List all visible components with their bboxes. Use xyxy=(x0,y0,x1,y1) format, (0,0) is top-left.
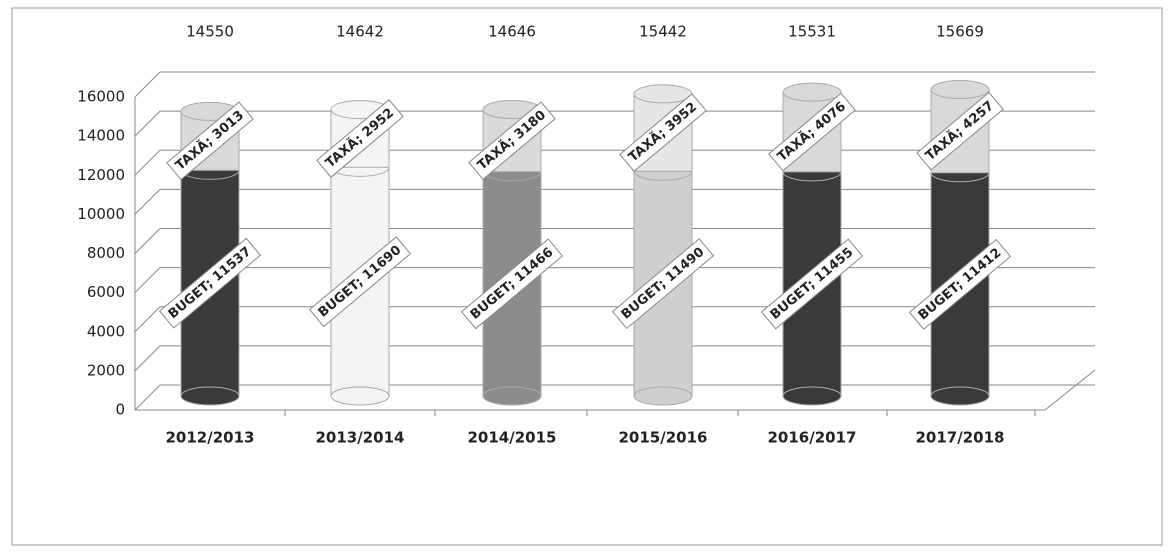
bar-base xyxy=(330,386,390,406)
y-tick-label: 14000 xyxy=(77,127,125,145)
y-tick-label: 10000 xyxy=(77,205,125,223)
data-label-box xyxy=(468,101,556,180)
data-label-box xyxy=(611,238,715,330)
total-label: 14550 xyxy=(186,23,234,41)
y-tick-label: 8000 xyxy=(87,244,125,262)
grid-line xyxy=(134,306,161,333)
total-label: 14642 xyxy=(336,23,384,41)
grid-line xyxy=(134,189,161,215)
bar-base xyxy=(930,386,990,406)
data-label-box xyxy=(619,93,707,172)
grid-line xyxy=(134,267,161,293)
data-label-box xyxy=(316,99,404,178)
bar-cap xyxy=(782,82,842,102)
bar-cap xyxy=(930,79,990,99)
x-tick-label: 2016/2017 xyxy=(768,429,857,447)
data-label-box xyxy=(158,237,262,329)
bar-cap xyxy=(633,84,693,104)
grid-line xyxy=(134,228,161,254)
x-tick-label: 2012/2013 xyxy=(166,429,255,447)
x-tick-label: 2015/2016 xyxy=(619,429,708,447)
y-tick-label: 16000 xyxy=(77,88,125,106)
data-label-box xyxy=(166,101,254,181)
bar-base xyxy=(633,386,693,406)
total-label: 15531 xyxy=(788,23,836,41)
y-tick-label: 2000 xyxy=(87,361,125,379)
x-tick-label: 2013/2014 xyxy=(316,429,405,447)
grid-line xyxy=(134,110,161,137)
floor-edge xyxy=(1044,369,1096,411)
data-label-box xyxy=(760,238,864,330)
x-tick-label: 2017/2018 xyxy=(916,429,1005,447)
grid-line xyxy=(134,149,161,176)
total-label: 15669 xyxy=(936,23,984,41)
total-label: 14646 xyxy=(488,23,536,41)
total-label: 15442 xyxy=(639,23,687,41)
data-label-box xyxy=(768,92,856,172)
x-tick-label: 2014/2015 xyxy=(468,429,557,447)
data-label-box xyxy=(908,238,1012,330)
grid-line xyxy=(134,345,161,372)
bar-base xyxy=(782,386,842,406)
y-tick-label: 4000 xyxy=(87,322,125,340)
data-label-box xyxy=(308,236,412,328)
grid-line xyxy=(134,384,161,411)
y-tick-label: 12000 xyxy=(77,166,125,184)
data-label-box xyxy=(916,91,1004,171)
y-tick-label: 0 xyxy=(115,401,125,419)
data-label-box xyxy=(460,238,564,330)
bar-base xyxy=(180,386,240,406)
grid-line xyxy=(134,71,161,98)
bar-base xyxy=(482,386,542,406)
y-tick-label: 6000 xyxy=(87,283,125,301)
